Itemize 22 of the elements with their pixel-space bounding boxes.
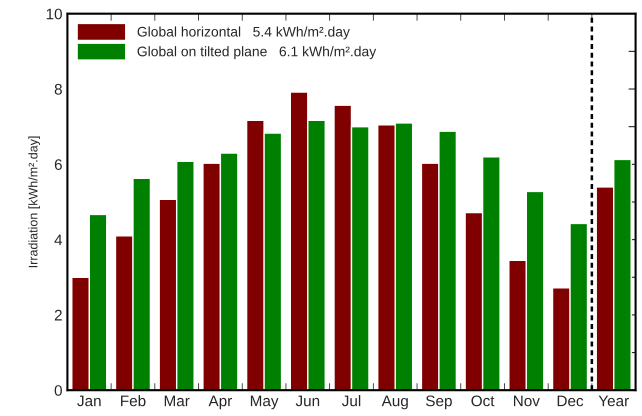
x-tick-label: Apr <box>208 396 232 410</box>
y-tick-label: 8 <box>54 84 62 95</box>
y-tick-label: 2 <box>54 310 62 320</box>
legend-label: Global on tilted plane 6.1 kWh/m².day <box>138 46 376 60</box>
y-tick-label: 6 <box>54 159 62 170</box>
x-tick-label: Aug <box>382 396 408 410</box>
x-tick-label: Year <box>598 396 629 406</box>
x-tick-label: Oct <box>471 395 494 406</box>
x-tick-label: Jun <box>296 396 320 406</box>
y-tick-label: 10 <box>46 8 62 20</box>
x-tick-label: Dec <box>558 396 584 406</box>
y-tick-label: 4 <box>54 234 62 246</box>
y-tick-label: 0 <box>54 385 62 396</box>
x-tick-label: Jul <box>342 395 360 406</box>
legend-label: Global horizontal 5.4 kWh/m².day <box>138 26 350 40</box>
x-tick-label: Sep <box>426 395 452 410</box>
x-tick-label: May <box>250 396 278 410</box>
x-tick-label: Jan <box>77 396 101 406</box>
x-tick-label: Mar <box>164 396 190 406</box>
x-tick-label: Nov <box>514 396 540 406</box>
x-tick-label: Feb <box>121 395 146 406</box>
y-axis-title: Irradiation [kWh/m².day] <box>28 136 40 268</box>
